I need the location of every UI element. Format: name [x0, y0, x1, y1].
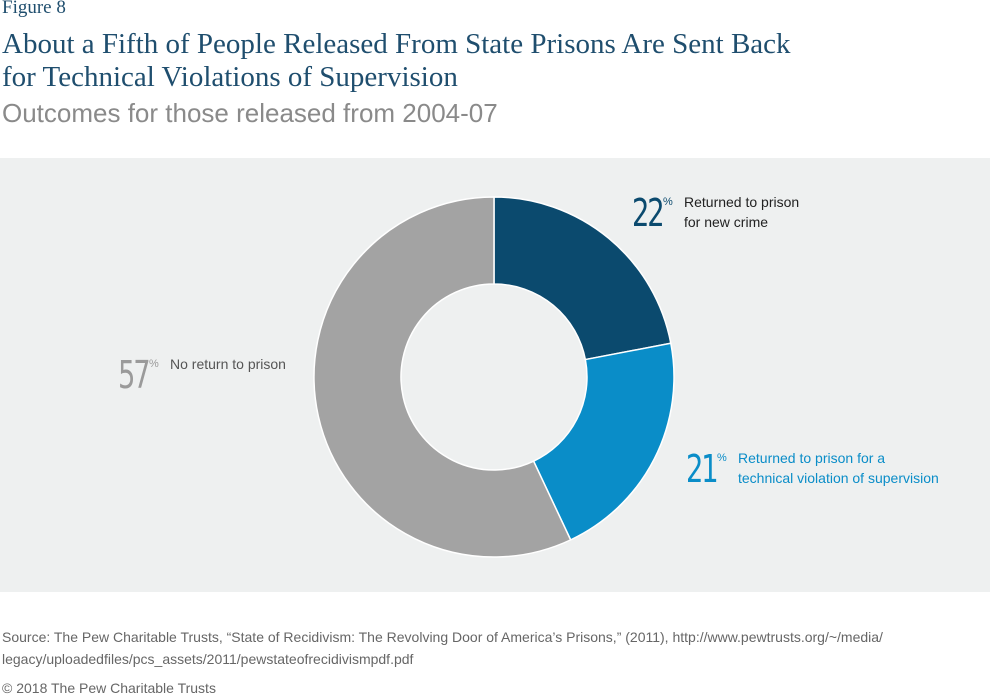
category-label: Returned to prison for a technical viola… [738, 450, 939, 486]
chart-panel: 22% Returned to prison for new crime 21% Re… [0, 158, 990, 592]
figure-label: Figure 8 [2, 0, 66, 18]
chart-subtitle: Outcomes for those released from 2004-07 [2, 98, 498, 128]
value-label: 22 [632, 191, 665, 235]
value-unit: % [663, 196, 673, 208]
value-unit: % [717, 452, 727, 464]
chart [313, 196, 675, 558]
value-label: 21 [686, 447, 719, 491]
donut-slice [532, 342, 675, 541]
value-unit: % [149, 358, 159, 370]
copyright: © 2018 The Pew Charitable Trusts [2, 680, 216, 696]
chart-title: About a Fifth of People Released From St… [2, 28, 791, 93]
donut-slice [313, 196, 572, 558]
category-label: No return to prison [170, 356, 286, 372]
source-note: Source: The Pew Charitable Trusts, “Stat… [2, 629, 883, 667]
value-label: 57 [118, 353, 151, 397]
category-label: Returned to prison for new crime [684, 194, 800, 230]
donut-slice [493, 196, 672, 361]
